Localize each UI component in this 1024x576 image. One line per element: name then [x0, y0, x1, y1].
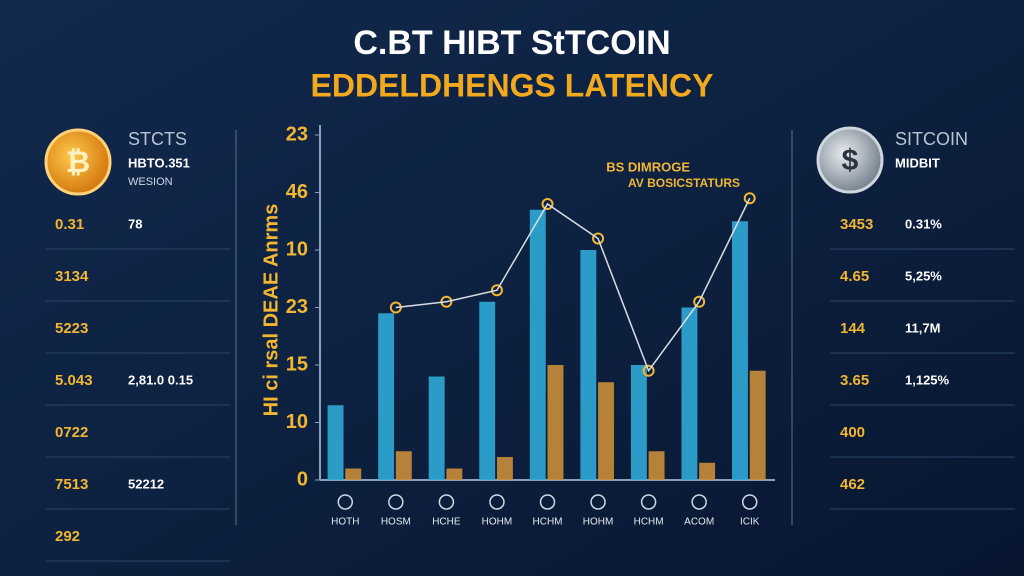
bar — [732, 221, 748, 480]
x-tick-label: HOHM — [482, 517, 513, 528]
x-tick-label: ICIK — [740, 517, 760, 528]
bar — [496, 457, 513, 480]
panel-value: 5223 — [55, 320, 88, 337]
panel-detail: 1,125% — [905, 372, 950, 387]
x-icon — [388, 494, 404, 510]
x-icon — [438, 494, 455, 510]
bar — [648, 451, 665, 480]
panel-name: SITCOIN — [895, 129, 968, 149]
x-tick-label: HCHM — [634, 517, 664, 528]
y-tick-label: 23 — [286, 296, 308, 318]
x-icon — [489, 494, 505, 510]
panel-value: 462 — [840, 476, 865, 493]
coin-symbol: ₿ — [66, 146, 90, 179]
bar — [345, 468, 362, 480]
x-icon — [741, 494, 758, 510]
panel-name: STCTS — [128, 129, 187, 149]
y-tick-label: 46 — [286, 181, 308, 203]
panel-detail: 2,81.0 0.15 — [128, 372, 193, 387]
bar — [479, 301, 496, 480]
line-point — [642, 364, 655, 377]
panel-value: 292 — [55, 528, 80, 545]
panel-note: WESION — [128, 176, 173, 188]
panel-detail: 5,25% — [905, 268, 942, 283]
bar — [547, 365, 564, 480]
panel-value: 0.31 — [55, 216, 84, 233]
annotation: AV BOSICSTATURS — [628, 176, 740, 190]
coin-icon — [816, 126, 884, 194]
panel-value: 3453 — [840, 216, 873, 233]
x-icon — [337, 494, 354, 510]
bar — [699, 462, 716, 480]
bar — [378, 313, 395, 480]
y-axis-label: HI ci rsal DEAE Anrms — [260, 204, 282, 417]
bar — [327, 405, 344, 480]
x-icon — [590, 494, 606, 510]
trend-line — [395, 197, 751, 373]
panel-value: 0722 — [55, 424, 88, 441]
y-tick-label: 15 — [286, 353, 308, 375]
x-tick-label: HOSM — [381, 517, 411, 528]
x-tick-label: HCHM — [533, 517, 563, 528]
x-icon — [539, 494, 556, 510]
line-point — [743, 192, 756, 205]
title: C.BT HIBT StTCOIN — [353, 24, 670, 62]
line-point — [541, 198, 554, 210]
panel-value: 3134 — [55, 268, 89, 285]
line-point — [592, 232, 605, 245]
x-tick-label: HOTH — [331, 517, 359, 528]
bar — [395, 451, 412, 480]
panel-detail: 0.31% — [905, 216, 942, 231]
x-icon — [640, 494, 657, 510]
bar — [428, 376, 445, 480]
panel-detail: 78 — [128, 216, 142, 231]
line-point — [490, 284, 503, 297]
panel-value: 3.65 — [840, 372, 869, 389]
panel-value: 7513 — [55, 476, 88, 493]
bar — [749, 370, 766, 480]
y-tick-label: 10 — [286, 411, 308, 433]
panel-detail: 52212 — [128, 476, 164, 491]
bar — [681, 307, 698, 480]
coin-symbol: $ — [842, 144, 859, 177]
x-icon — [691, 494, 707, 510]
bar — [580, 250, 597, 480]
coin-icon — [44, 128, 112, 196]
y-tick-label: 23 — [286, 123, 308, 145]
x-tick-label: HOHM — [583, 517, 614, 528]
panel-code: HBTO.351 — [128, 155, 190, 170]
y-tick-label: 0 — [297, 468, 308, 490]
bar — [630, 365, 647, 480]
panel-value: 144 — [840, 320, 866, 337]
subtitle: EDDELDHENGS LATENCY — [311, 67, 714, 103]
bar — [529, 209, 546, 480]
panel-value: 400 — [840, 424, 865, 441]
panel-code: MIDBIT — [895, 155, 940, 170]
y-tick-label: 10 — [286, 238, 308, 260]
line-point — [693, 295, 706, 308]
x-tick-label: ACOM — [684, 517, 714, 528]
panel-detail: 11,7M — [905, 320, 940, 335]
annotation: BS DIMROGE — [606, 159, 690, 174]
panel-value: 5.043 — [55, 372, 93, 389]
bar — [598, 382, 614, 480]
panel-value: 4.65 — [840, 268, 869, 285]
bar — [446, 468, 463, 480]
x-tick-label: HCHE — [432, 517, 461, 528]
